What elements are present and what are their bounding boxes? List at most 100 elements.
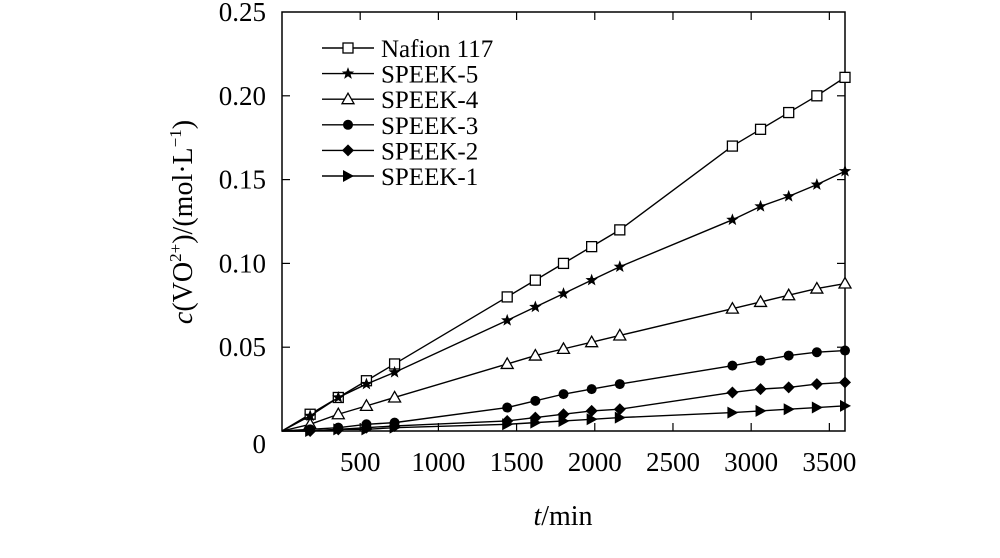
data-point-speek-1 xyxy=(558,414,570,427)
legend-label: SPEEK-2 xyxy=(381,138,478,165)
series-nafion-117 xyxy=(281,71,851,432)
data-point-speek-4 xyxy=(331,406,346,420)
data-point-speek-3 xyxy=(755,355,766,366)
x-tick-label: 2000 xyxy=(568,447,622,477)
legend-label: SPEEK-4 xyxy=(381,87,479,114)
data-point-nafion-117 xyxy=(614,224,626,236)
y-axis-label: c(VO2+)/(mol·L−1) xyxy=(166,120,199,324)
data-point-speek-4 xyxy=(809,281,824,294)
data-point-nafion-117 xyxy=(529,274,541,286)
x-tick-label: 500 xyxy=(340,447,381,477)
data-point-speek-1 xyxy=(333,423,345,436)
data-point-speek-5 xyxy=(838,164,852,177)
data-point-speek-5 xyxy=(557,287,570,299)
legend-item-speek-4: SPEEK-4 xyxy=(322,87,479,114)
legend-marker xyxy=(343,170,354,182)
y-axis-label-sup2: −1 xyxy=(166,129,185,147)
legend-marker xyxy=(341,67,355,79)
legend-label: Nafion 117 xyxy=(381,36,493,63)
legend-label: SPEEK-1 xyxy=(381,164,478,191)
x-tick-label: 3000 xyxy=(724,447,778,477)
data-point-speek-4 xyxy=(781,287,796,301)
data-point-speek-5 xyxy=(782,189,795,202)
legend: Nafion 117SPEEK-5SPEEK-4SPEEK-3SPEEK-2SP… xyxy=(322,36,493,191)
data-point-speek-3 xyxy=(502,402,513,413)
data-point-speek-4 xyxy=(837,276,853,289)
legend-item-speek-1: SPEEK-1 xyxy=(322,164,478,191)
series-speek-5 xyxy=(281,164,852,432)
data-point-nafion-117 xyxy=(557,257,570,270)
y-axis-label-italic: c xyxy=(168,311,199,324)
data-point-nafion-117 xyxy=(726,140,739,152)
data-point-speek-1 xyxy=(840,399,851,412)
data-point-speek-3 xyxy=(840,345,850,356)
legend-item-speek-5: SPEEK-5 xyxy=(322,62,478,89)
legend-item-nafion-117: Nafion 117 xyxy=(322,36,493,63)
legend-marker xyxy=(343,119,353,130)
data-point-speek-1 xyxy=(361,423,373,436)
data-point-nafion-117 xyxy=(754,123,767,135)
data-point-nafion-117 xyxy=(586,240,598,253)
data-point-speek-4 xyxy=(725,301,740,314)
data-point-nafion-117 xyxy=(501,291,513,303)
y-axis-label-sup1: 2+ xyxy=(166,244,185,262)
data-point-speek-2 xyxy=(810,378,823,391)
data-point-speek-5 xyxy=(332,390,345,403)
legend-marker xyxy=(340,91,356,105)
data-point-speek-5 xyxy=(360,377,373,390)
data-point-speek-1 xyxy=(530,416,542,429)
x-tick-label: 3500 xyxy=(802,447,856,477)
data-point-speek-4 xyxy=(359,398,374,412)
data-point-speek-2 xyxy=(754,383,767,396)
data-point-nafion-117 xyxy=(783,106,795,119)
data-point-speek-3 xyxy=(811,347,822,358)
data-point-speek-4 xyxy=(528,348,543,361)
data-point-nafion-117 xyxy=(839,71,851,84)
data-point-speek-4 xyxy=(584,334,599,348)
series-speek-4 xyxy=(281,276,853,432)
x-tick-label: 1000 xyxy=(411,447,465,477)
data-point-nafion-117 xyxy=(811,90,823,102)
y-tick-label: 0.05 xyxy=(219,332,266,362)
data-point-speek-3 xyxy=(530,395,541,406)
data-point-speek-1 xyxy=(305,425,317,437)
data-point-speek-2 xyxy=(726,386,739,399)
data-point-speek-5 xyxy=(303,409,317,422)
series-layer xyxy=(281,71,853,437)
data-point-speek-1 xyxy=(502,418,514,431)
data-point-speek-2 xyxy=(782,381,795,394)
tick-layer: 500 1000 1500 2000 2500 3000 3500 0 0.05 0.10 0.15… xyxy=(219,0,857,477)
x-tick-label: 2500 xyxy=(646,447,700,477)
x-axis-label: t/min xyxy=(533,501,592,532)
y-axis-label-part2: )/(mol·L xyxy=(168,147,199,243)
data-point-speek-1 xyxy=(727,406,739,419)
data-point-speek-3 xyxy=(727,360,738,371)
data-point-speek-5 xyxy=(585,273,598,286)
x-axis-label-rest: /min xyxy=(541,501,592,532)
y-tick-label: 0 xyxy=(253,429,267,459)
data-point-speek-1 xyxy=(755,404,767,417)
data-point-speek-2 xyxy=(585,404,598,417)
data-point-speek-5 xyxy=(529,300,542,313)
data-point-speek-3 xyxy=(783,350,794,361)
data-point-speek-5 xyxy=(501,313,514,326)
data-point-speek-1 xyxy=(586,413,598,426)
data-point-speek-5 xyxy=(810,178,824,190)
data-point-speek-2 xyxy=(839,376,851,389)
series-speek-1 xyxy=(282,399,851,437)
data-point-speek-1 xyxy=(614,411,626,424)
y-axis-label-part1: (VO xyxy=(168,262,199,312)
data-point-speek-5 xyxy=(613,260,626,273)
legend-item-speek-2: SPEEK-2 xyxy=(322,138,478,165)
y-tick-label: 0.20 xyxy=(219,81,266,111)
data-point-speek-5 xyxy=(388,365,401,378)
data-point-speek-3 xyxy=(614,379,625,390)
data-point-speek-4 xyxy=(753,294,768,308)
x-axis-label-italic: t xyxy=(533,501,542,532)
data-point-speek-5 xyxy=(726,213,739,226)
plot-area xyxy=(281,11,846,432)
legend-marker xyxy=(342,42,354,54)
data-point-speek-4 xyxy=(556,341,571,355)
data-point-speek-1 xyxy=(389,421,401,434)
